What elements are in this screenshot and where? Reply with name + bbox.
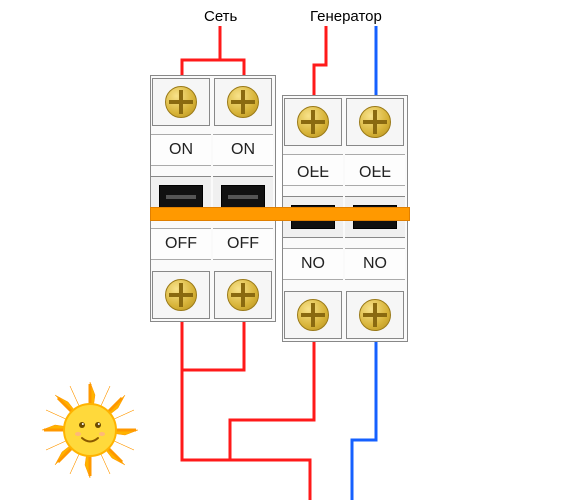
state-label: NO	[283, 248, 343, 280]
state-label: ON	[213, 134, 273, 166]
terminal	[214, 271, 272, 319]
terminal	[284, 98, 342, 146]
screw-icon	[297, 106, 329, 138]
terminal	[214, 78, 272, 126]
generator-label: Генератор	[310, 8, 382, 25]
screw-icon	[359, 106, 391, 138]
screw-icon	[227, 86, 259, 118]
terminal	[152, 271, 210, 319]
terminal	[284, 291, 342, 339]
state-label: OFF	[213, 228, 273, 260]
state-label: OFF	[151, 228, 211, 260]
state-label: OFF	[345, 154, 405, 186]
screw-icon	[297, 299, 329, 331]
screw-icon	[165, 86, 197, 118]
state-label: NO	[345, 248, 405, 280]
interlock-bar	[150, 207, 410, 221]
grid-label: Сеть	[204, 8, 237, 25]
screw-icon	[165, 279, 197, 311]
state-label: ON	[151, 134, 211, 166]
state-label: OFF	[283, 154, 343, 186]
sun-icon	[40, 380, 140, 480]
screw-icon	[359, 299, 391, 331]
terminal	[152, 78, 210, 126]
breaker-left: ON OFF ON OFF	[150, 75, 276, 322]
terminal	[346, 291, 404, 339]
screw-icon	[227, 279, 259, 311]
breaker-left-pole-1: ON OFF	[151, 76, 211, 321]
terminal	[346, 98, 404, 146]
breaker-left-pole-2: ON OFF	[213, 76, 273, 321]
